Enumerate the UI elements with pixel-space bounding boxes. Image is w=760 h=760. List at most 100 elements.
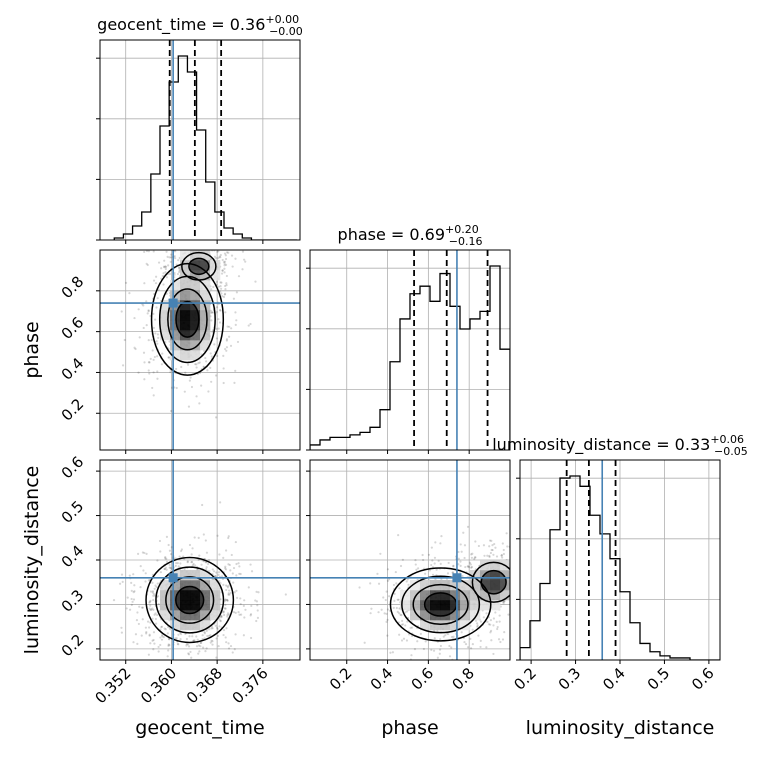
sample-point	[141, 618, 144, 621]
sample-point	[209, 634, 212, 637]
sample-point	[148, 626, 151, 629]
sample-point	[358, 586, 361, 589]
sample-point	[471, 552, 474, 555]
sample-point	[219, 253, 222, 257]
sample-point	[222, 295, 226, 299]
density-cell	[490, 600, 501, 611]
sample-point	[164, 556, 167, 559]
sample-point	[442, 635, 445, 638]
sample-point	[500, 553, 503, 557]
density-cell	[170, 580, 181, 591]
sample-point	[156, 582, 159, 585]
sample-point	[168, 272, 172, 276]
y-tick-label: 0.2	[58, 631, 88, 661]
hist1d-panel-geocent_time: geocent_time = 0.36+0.00 −0.00	[96, 13, 303, 244]
sample-point	[216, 534, 219, 537]
sample-point	[215, 656, 218, 659]
sample-point	[189, 376, 192, 379]
sample-point	[200, 384, 203, 387]
sample-point	[177, 259, 180, 262]
sample-point	[507, 613, 510, 616]
sample-point	[250, 570, 254, 573]
sample-point	[231, 265, 234, 268]
density-cell	[200, 600, 211, 611]
sample-point	[448, 655, 452, 658]
y-axis-label: luminosity_distance	[21, 466, 43, 655]
sample-point	[488, 545, 491, 548]
sample-point	[495, 620, 498, 623]
density-cell	[430, 620, 441, 631]
sample-point	[224, 607, 227, 610]
sample-point	[243, 599, 246, 602]
sample-point	[437, 559, 440, 562]
x-tick-label: 0.4	[599, 664, 629, 694]
sample-point	[196, 638, 199, 641]
sample-point	[162, 636, 165, 639]
sample-point	[468, 561, 472, 564]
sample-point	[145, 250, 149, 253]
sample-point	[457, 557, 460, 560]
sample-point	[400, 614, 403, 617]
contour-line	[412, 583, 469, 626]
sample-point	[434, 541, 437, 544]
sample-point	[231, 572, 234, 575]
sample-point	[376, 572, 379, 575]
sample-point	[460, 550, 463, 553]
sample-point	[211, 640, 214, 643]
density-cell	[460, 580, 471, 591]
x-tick-label: 0.4	[367, 664, 397, 694]
sample-point	[224, 565, 227, 568]
sample-point	[221, 269, 224, 272]
sample-point	[222, 354, 225, 357]
sample-point	[392, 583, 396, 587]
sample-point	[220, 281, 223, 284]
sample-point	[136, 642, 139, 645]
sample-point	[148, 361, 151, 364]
density-cell	[170, 330, 181, 341]
sample-point	[224, 292, 227, 296]
sample-point	[149, 604, 152, 607]
sample-point	[198, 554, 201, 557]
sample-point	[179, 633, 183, 636]
sample-point	[128, 292, 131, 295]
sample-point	[255, 619, 258, 623]
hist1d-panel-phase: phase = 0.69+0.20 −0.16	[306, 223, 511, 454]
contour-line	[165, 576, 215, 624]
sample-point	[177, 565, 180, 568]
contour-line	[175, 585, 205, 615]
sample-point	[492, 553, 495, 556]
x-tick-label: 0.368	[183, 664, 226, 707]
hist2d-panel-geocent_time-phase	[96, 249, 301, 454]
sample-point	[173, 255, 176, 258]
sample-point	[194, 564, 197, 567]
density-cell	[470, 590, 481, 601]
sample-point	[150, 338, 153, 341]
sample-point	[219, 285, 222, 288]
sample-point	[215, 257, 218, 260]
sample-point	[447, 632, 450, 636]
sample-point	[126, 596, 129, 599]
sample-point	[452, 565, 455, 568]
sample-point	[430, 648, 433, 651]
sample-point	[486, 620, 489, 624]
density-cell	[500, 590, 510, 601]
sample-point	[191, 564, 194, 567]
sample-point	[156, 297, 159, 300]
sample-point	[234, 633, 237, 636]
sample-point	[132, 591, 135, 594]
sample-point	[144, 572, 147, 575]
sample-point	[490, 548, 493, 552]
sample-point	[394, 570, 397, 574]
sample-point	[133, 346, 136, 349]
sample-point	[209, 352, 212, 355]
sample-point	[235, 291, 238, 294]
sample-point	[123, 338, 126, 342]
sample-point	[153, 642, 156, 645]
sample-point	[201, 638, 204, 641]
sample-point	[133, 316, 136, 320]
sample-point	[152, 250, 155, 253]
sample-point	[170, 253, 173, 256]
sample-point	[215, 571, 218, 574]
sample-point	[432, 649, 436, 652]
